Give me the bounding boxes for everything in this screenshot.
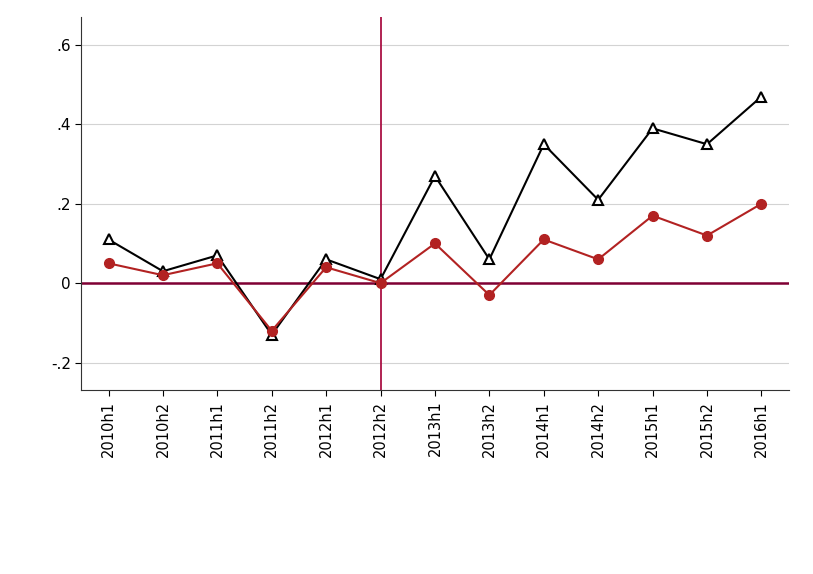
Competitive [376, 276, 385, 282]
Line: Uncompetitive: Uncompetitive [103, 199, 767, 336]
Competitive [593, 196, 603, 203]
Competitive [430, 173, 440, 180]
Uncompetitive [158, 272, 167, 278]
Uncompetitive [376, 280, 385, 286]
Competitive [212, 252, 222, 259]
Uncompetitive [212, 260, 222, 267]
Uncompetitive [593, 256, 603, 263]
Competitive [267, 331, 276, 338]
Competitive [539, 141, 549, 148]
Uncompetitive [103, 260, 113, 267]
Uncompetitive [267, 327, 276, 334]
Uncompetitive [757, 200, 767, 207]
Competitive [321, 256, 331, 263]
Line: Competitive: Competitive [103, 92, 767, 340]
Competitive [158, 268, 167, 275]
Competitive [648, 125, 658, 132]
Uncompetitive [648, 212, 658, 219]
Uncompetitive [430, 240, 440, 247]
Competitive [757, 93, 767, 100]
Uncompetitive [321, 264, 331, 271]
Competitive [485, 256, 494, 263]
Uncompetitive [702, 232, 712, 239]
Competitive [702, 141, 712, 148]
Uncompetitive [485, 292, 494, 298]
Competitive [103, 236, 113, 243]
Uncompetitive [539, 236, 549, 243]
